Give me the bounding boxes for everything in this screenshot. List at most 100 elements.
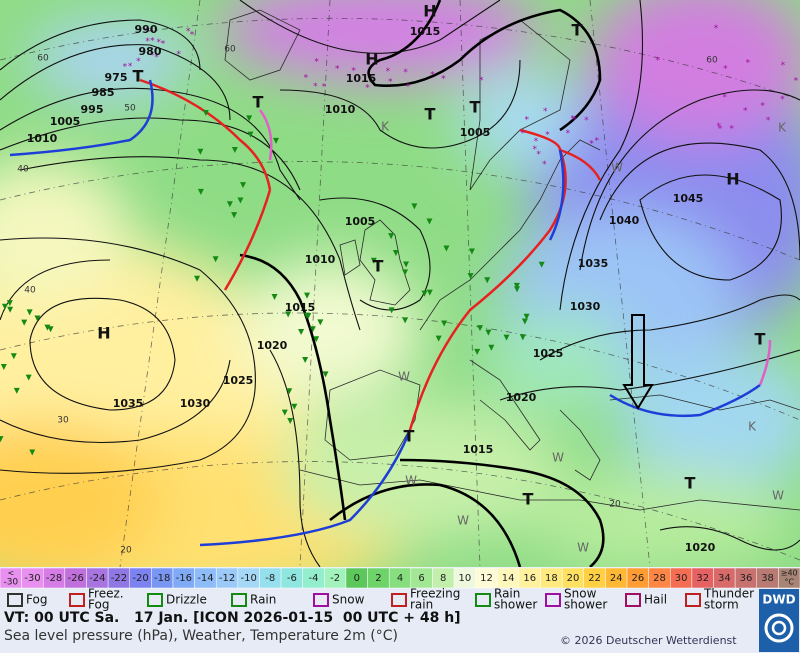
rain-symbol: [247, 131, 254, 138]
isobar-label: 1020: [257, 339, 288, 352]
rain-symbol: [281, 409, 288, 416]
snow-symbol: *: [718, 124, 723, 134]
isobar-label: 1025: [223, 374, 254, 387]
snow-symbol: *: [351, 66, 356, 76]
isobar-label: 1030: [180, 397, 211, 410]
snow-symbol: *: [144, 27, 149, 37]
snow-symbol: *: [322, 82, 327, 92]
snow-symbol: *: [746, 59, 751, 69]
rain-symbol: [44, 324, 51, 331]
rain-symbol: [538, 261, 545, 268]
isobar: [0, 237, 256, 474]
snow-symbol: *: [714, 24, 719, 34]
isobar-label: 1005: [460, 126, 491, 139]
rain-symbol: [231, 212, 238, 219]
scale-label: ≥40: [781, 569, 798, 578]
warm-front: [408, 128, 567, 431]
cold-front: [548, 149, 565, 241]
snow-symbol: *: [304, 74, 309, 84]
legend-label: Snow: [332, 593, 365, 607]
isobar-label: 1015: [410, 25, 441, 38]
pressure-center: H: [423, 2, 436, 21]
warm-front: [559, 148, 602, 181]
isobar: [539, 294, 800, 361]
scale-label: 22: [588, 573, 601, 584]
rain-symbol: [441, 320, 448, 327]
snow-symbol: *: [723, 64, 728, 74]
isobar: [19, 156, 361, 331]
scale-label: 4: [397, 573, 403, 584]
rain-symbol: [7, 306, 14, 313]
map-labels: 9909809759859951005101010151015101010051…: [17, 2, 787, 556]
rain-symbol: [513, 286, 520, 293]
rain-symbol: [521, 318, 528, 325]
isobar: [0, 117, 301, 191]
scale-label: 2: [375, 573, 381, 584]
scale-label: -26: [68, 573, 84, 584]
scale-label: -30: [3, 578, 18, 588]
rain-symbol: [403, 261, 410, 268]
rain-symbol: [271, 293, 278, 300]
rain-symbol: [6, 300, 13, 307]
snow-symbol: *: [566, 129, 571, 139]
temperature-label: 20: [120, 546, 132, 556]
isobar-label: 1010: [325, 103, 356, 116]
isobar-bold: [367, 0, 602, 132]
isobar: [599, 142, 800, 261]
rain-symbol: [468, 248, 475, 255]
rain-symbol: [194, 275, 201, 282]
rain-symbol: [305, 313, 312, 320]
isobar-label: 1040: [609, 214, 640, 227]
snow-symbol: *: [589, 140, 594, 150]
coastline: [224, 9, 301, 81]
color-scale: <-30 -30 -28 -26 -24 -22 -20 -18 -16 -14 -12 -10 -8-…: [0, 567, 800, 589]
isobars: [0, 0, 800, 567]
snow-symbol: *: [136, 57, 141, 67]
temperature-label: 60: [37, 54, 49, 64]
snow-symbol: *: [186, 27, 191, 37]
description: Sea level pressure (hPa), Weather, Tempe…: [4, 628, 398, 644]
legend-icon: [685, 593, 701, 607]
scale-label: -20: [132, 573, 148, 584]
snow-symbol: *: [430, 70, 435, 80]
occlusion: [758, 339, 772, 386]
coastline: [609, 394, 800, 411]
pressure-center: T: [523, 490, 534, 509]
occlusion: [258, 109, 273, 161]
snow-symbol: *: [743, 107, 748, 117]
snow-symbol: *: [525, 115, 530, 125]
isobar-label: 1035: [113, 397, 144, 410]
rain-symbol: [484, 277, 491, 284]
snow-symbol: *: [479, 76, 484, 86]
scale-label: 8: [440, 573, 446, 584]
scale-label: -6: [287, 573, 297, 584]
snow-symbol: *: [543, 107, 548, 117]
snow-symbol: *: [365, 83, 370, 93]
isobar: [0, 19, 201, 71]
rain-symbol: [426, 289, 433, 296]
isobar-label: 990: [135, 23, 158, 36]
scale-label: 16: [523, 573, 536, 584]
coastline: [339, 239, 361, 276]
copyright: © 2026 Deutscher Wetterdienst: [560, 634, 737, 647]
snow-symbol: *: [145, 37, 150, 47]
snow-symbol: *: [128, 62, 133, 72]
legend-icon: [475, 593, 491, 607]
isobar: [0, 87, 301, 201]
snow-symbol: *: [781, 61, 786, 71]
rain-symbol: [291, 403, 298, 410]
latitude-line: [0, 461, 800, 561]
coastline: [559, 409, 601, 481]
rain-symbol: [309, 326, 316, 333]
rain-symbol: [388, 233, 395, 240]
pressure-center: T: [425, 105, 436, 124]
weather-symbols: *********************************** *****…: [0, 24, 799, 456]
snow-symbol: *: [154, 53, 159, 63]
scale-label: 32: [696, 573, 709, 584]
isobar-label: 995: [81, 103, 104, 116]
rain-symbol: [212, 256, 219, 263]
latitude-line: [0, 161, 800, 261]
scale-label: -30: [24, 573, 40, 584]
isobar: [0, 44, 231, 121]
scale-label: -12: [219, 573, 235, 584]
